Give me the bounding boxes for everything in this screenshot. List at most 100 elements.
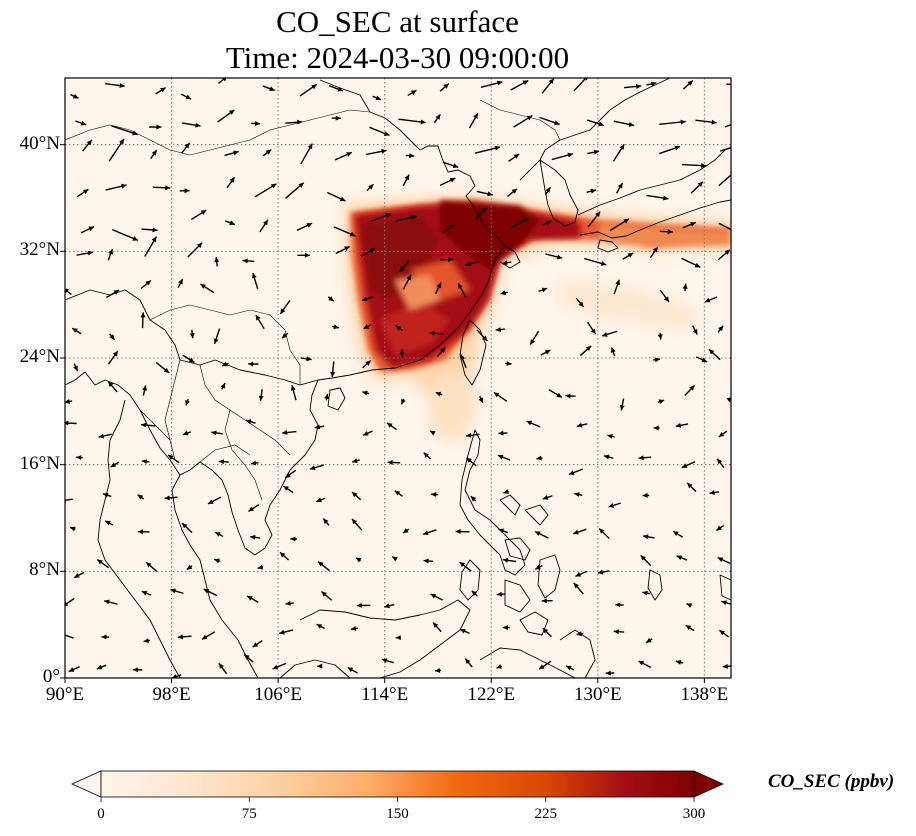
wind-arrow-head: [638, 661, 645, 666]
wind-arrow-head: [141, 459, 148, 465]
wind-arrow-head: [494, 145, 501, 151]
wind-arrow-head: [105, 520, 111, 526]
wind-arrow-head: [258, 395, 264, 402]
wind-arrow-head: [436, 282, 442, 289]
wind-arrow-head: [87, 250, 94, 256]
wind-arrow-head: [409, 153, 415, 159]
country-borders: [65, 99, 561, 501]
wind-arrow-head: [280, 308, 286, 314]
wind-arrow-head: [333, 324, 339, 330]
wind-arrow-head: [65, 601, 69, 607]
wind-arrow-head: [270, 183, 277, 189]
wind-arrow-head: [113, 290, 120, 295]
wind-arrow-head: [719, 630, 725, 636]
wind-arrow-head: [185, 94, 192, 100]
wind-arrow-head: [142, 385, 148, 391]
wind-arrow-head: [110, 462, 117, 468]
wind-arrow-head: [96, 664, 103, 670]
wind-arrow-head: [603, 454, 610, 460]
wind-arrow-head: [554, 120, 560, 126]
wind-arrow-head: [181, 523, 188, 529]
lon-tick-label: 90°E: [45, 684, 85, 705]
wind-arrow-head: [716, 525, 722, 531]
lon-tick-label: 138°E: [680, 684, 729, 705]
wind-arrow-head: [663, 195, 669, 201]
map-frame: [64, 77, 732, 679]
wind-arrow: [65, 634, 74, 639]
wind-arrow-head: [575, 572, 582, 577]
wind-arrow-head: [635, 83, 642, 89]
wind-arrow-head: [222, 361, 228, 367]
wind-arrow-head: [568, 470, 575, 475]
wind-arrow-head: [321, 591, 327, 597]
wind-arrow-head: [652, 246, 658, 253]
wind-arrow-head: [311, 84, 317, 90]
axis-ticks: [60, 144, 705, 683]
wind-arrow-head: [73, 365, 78, 372]
wind-arrow-head: [487, 191, 493, 197]
wind-arrow-head: [736, 230, 742, 235]
wind-arrow-head: [140, 312, 146, 318]
wind-arrow-head: [473, 113, 478, 119]
wind-arrow-head: [184, 188, 190, 194]
wind-arrow-head: [184, 142, 190, 149]
wind-arrow-head: [386, 422, 393, 428]
wind-arrow-head: [526, 115, 533, 121]
wind-arrow-head: [664, 296, 669, 303]
wind-arrow-head: [151, 236, 157, 243]
wind-arrow-head: [497, 454, 504, 460]
wind-arrow-head: [351, 492, 358, 498]
wind-arrow-head: [384, 603, 390, 609]
colorbar-label: CO_SEC (ppbv): [768, 771, 895, 792]
wind-arrow-head: [623, 218, 629, 224]
wind-arrow-head: [465, 658, 471, 665]
wind-arrow-head: [513, 153, 520, 159]
wind-arrow-head: [496, 80, 503, 86]
wind-arrow-head: [536, 455, 542, 461]
wind-arrow-head: [718, 431, 725, 437]
wind-arrow: [65, 597, 75, 606]
wind-arrow-head: [104, 599, 110, 605]
wind-arrow-head: [222, 78, 227, 82]
wind-arrow-head: [704, 297, 711, 303]
wind-arrow-head: [741, 83, 746, 88]
wind-arrow-head: [687, 482, 693, 489]
wind-arrow-head: [346, 152, 352, 157]
wind-arrow: [65, 288, 72, 295]
wind-arrow-head: [121, 183, 127, 189]
wind-arrow-head: [163, 367, 170, 373]
wind-arrow-head: [410, 90, 417, 95]
wind-arrow-head: [316, 624, 323, 629]
wind-arrow-head: [701, 163, 707, 169]
wind-arrow-head: [394, 490, 401, 496]
wind-arrow-head: [385, 213, 392, 218]
wind-arrow-head: [471, 590, 478, 597]
wind-arrow-head: [132, 130, 138, 136]
wind-arrow-head: [598, 121, 604, 127]
wind-arrow-head: [711, 119, 717, 125]
wind-arrow-head: [697, 181, 704, 187]
wind-arrow-head: [721, 600, 727, 606]
wind-arrow-head: [628, 121, 635, 127]
wind-arrow-head: [455, 529, 461, 535]
wind-arrow-head: [132, 667, 138, 673]
wind-arrow-head: [423, 452, 430, 458]
wind-arrow-head: [724, 249, 730, 255]
wind-arrow-head: [502, 260, 508, 266]
wind-arrow-head: [368, 184, 374, 190]
lat-tick-label: 16°N: [19, 452, 60, 474]
wind-arrow-head: [658, 399, 665, 405]
colorbar-tick-label: 75: [241, 806, 257, 822]
wind-arrow-head: [496, 591, 502, 597]
wind-arrow-head: [255, 315, 261, 321]
wind-arrow-head: [141, 422, 147, 428]
wind-arrow-head: [214, 558, 220, 564]
wind-arrow-head: [88, 226, 95, 232]
wind-arrow-head: [402, 528, 409, 534]
wind-arrow-head: [387, 460, 393, 466]
wind-arrow-head: [470, 496, 477, 502]
wind-arrow-head: [502, 625, 508, 631]
wind-arrow-head: [97, 559, 103, 565]
wind-arrow-head: [119, 138, 124, 145]
wind-arrow-head: [449, 177, 456, 183]
